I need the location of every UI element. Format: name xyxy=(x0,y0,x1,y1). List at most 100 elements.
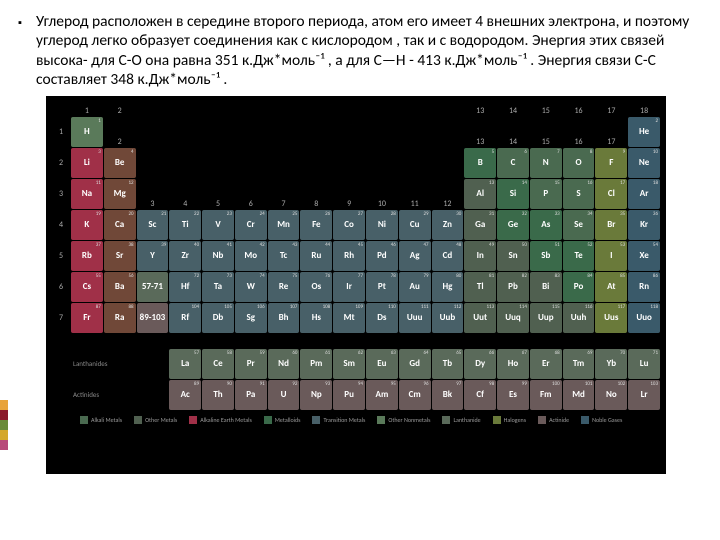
element-V: 23V xyxy=(202,210,234,240)
element-Nb: 41Nb xyxy=(202,241,234,271)
element-Pb: 82Pb xyxy=(497,272,529,302)
element-Ne: 10Ne xyxy=(628,148,660,178)
element-Ta: 73Ta xyxy=(202,272,234,302)
element-Tb: 65Tb xyxy=(432,349,464,379)
legend-item: Metalloids xyxy=(264,416,301,424)
element-89-103: 89-103 xyxy=(137,303,169,333)
element-Sb: 51Sb xyxy=(530,241,562,271)
actinides-label: Actinides xyxy=(71,390,136,399)
legend-item: Halogens xyxy=(493,416,526,424)
element-Ar: 18Ar xyxy=(628,179,660,209)
element-Ga: 31Ga xyxy=(464,210,496,240)
group-number: 16 xyxy=(563,106,595,116)
element-Hg: 80Hg xyxy=(432,272,464,302)
element-Te: 52Te xyxy=(563,241,595,271)
element-Mg: 12Mg xyxy=(104,179,136,209)
element-La: 57La xyxy=(169,349,201,379)
period-number: 6 xyxy=(52,282,70,292)
element-Lu: 71Lu xyxy=(628,349,660,379)
group-number: 15 xyxy=(530,106,562,116)
element-Co: 27Co xyxy=(333,210,365,240)
element-Ds: 110Ds xyxy=(366,303,398,333)
element-Na: 11Na xyxy=(71,179,103,209)
element-Lr: 103Lr xyxy=(628,380,660,410)
element-Ra: 88Ra xyxy=(104,303,136,333)
element-Ba: 56Ba xyxy=(104,272,136,302)
element-Mt: 109Mt xyxy=(333,303,365,333)
element-Uuq: 114Uuq xyxy=(497,303,529,333)
element-Uut: 113Uut xyxy=(464,303,496,333)
element-Fe: 26Fe xyxy=(300,210,332,240)
element-Br: 35Br xyxy=(595,210,627,240)
element-Cr: 24Cr xyxy=(235,210,267,240)
element-Sn: 50Sn xyxy=(497,241,529,271)
element-Hs: 108Hs xyxy=(300,303,332,333)
element-Uus: 117Uus xyxy=(595,303,627,333)
element-Os: 76Os xyxy=(300,272,332,302)
period-number: 4 xyxy=(52,220,70,230)
element-B: 5B xyxy=(464,148,496,178)
element-Ca: 20Ca xyxy=(104,210,136,240)
element-Md: 101Md xyxy=(563,380,595,410)
slide-content: Углерод расположен в середине второго пе… xyxy=(0,0,720,474)
element-F: 9F xyxy=(595,148,627,178)
element-Ir: 77Ir xyxy=(333,272,365,302)
element-Zn: 30Zn xyxy=(432,210,464,240)
legend-item: Lanthanide xyxy=(442,416,480,424)
period-number: 5 xyxy=(52,251,70,261)
element-H: 1H xyxy=(71,117,103,147)
group-number: 18 xyxy=(628,106,660,116)
element-Ce: 58Ce xyxy=(202,349,234,379)
element-Fr: 87Fr xyxy=(71,303,103,333)
group-number: 2 xyxy=(104,106,136,116)
element-N: 7N xyxy=(530,148,562,178)
element-Au: 79Au xyxy=(399,272,431,302)
element-Rh: 45Rh xyxy=(333,241,365,271)
periodic-table-image: 1213141516171811H213141516172He23Li4Be5B… xyxy=(46,96,666,474)
period-number: 7 xyxy=(52,313,70,323)
period-number: 3 xyxy=(52,189,70,199)
element-Ac: 89Ac xyxy=(169,380,201,410)
element-Sc: 21Sc xyxy=(137,210,169,240)
element-Bh: 107Bh xyxy=(268,303,300,333)
bullet-icon: ▪ xyxy=(18,16,22,29)
group-number: 14 xyxy=(497,106,529,116)
element-W: 74W xyxy=(235,272,267,302)
element-Si: 14Si xyxy=(497,179,529,209)
legend-item: Noble Gases xyxy=(581,416,622,424)
element-Sm: 62Sm xyxy=(333,349,365,379)
element-Tl: 81Tl xyxy=(464,272,496,302)
element-Cl: 17Cl xyxy=(595,179,627,209)
element-Dy: 66Dy xyxy=(464,349,496,379)
element-P: 15P xyxy=(530,179,562,209)
lanthanides-label: Lanthanides xyxy=(71,359,136,368)
element-Th: 90Th xyxy=(202,380,234,410)
element-Mo: 42Mo xyxy=(235,241,267,271)
element-Bk: 97Bk xyxy=(432,380,464,410)
element-Kr: 36Kr xyxy=(628,210,660,240)
element-Uup: 115Uup xyxy=(530,303,562,333)
element-Sr: 38Sr xyxy=(104,241,136,271)
element-Cm: 96Cm xyxy=(399,380,431,410)
element-57-71: 57-71 xyxy=(137,272,169,302)
legend-item: Actinide xyxy=(538,416,569,424)
element-Uub: 112Uub xyxy=(432,303,464,333)
element-Se: 34Se xyxy=(563,210,595,240)
element-Es: 99Es xyxy=(497,380,529,410)
element-As: 33As xyxy=(530,210,562,240)
paragraph-text: Углерод расположен в середине второго пе… xyxy=(36,12,700,90)
element-Np: 93Np xyxy=(300,380,332,410)
element-I: 53I xyxy=(595,241,627,271)
element-Tm: 69Tm xyxy=(563,349,595,379)
group-number: 13 xyxy=(464,106,496,116)
element-Sg: 106Sg xyxy=(235,303,267,333)
element-Ag: 47Ag xyxy=(399,241,431,271)
element-Cf: 98Cf xyxy=(464,380,496,410)
element-Cd: 48Cd xyxy=(432,241,464,271)
element-Ni: 28Ni xyxy=(366,210,398,240)
element-Pt: 78Pt xyxy=(366,272,398,302)
element-At: 85At xyxy=(595,272,627,302)
element-C: 6C xyxy=(497,148,529,178)
element-U: 92U xyxy=(268,380,300,410)
element-Pd: 46Pd xyxy=(366,241,398,271)
